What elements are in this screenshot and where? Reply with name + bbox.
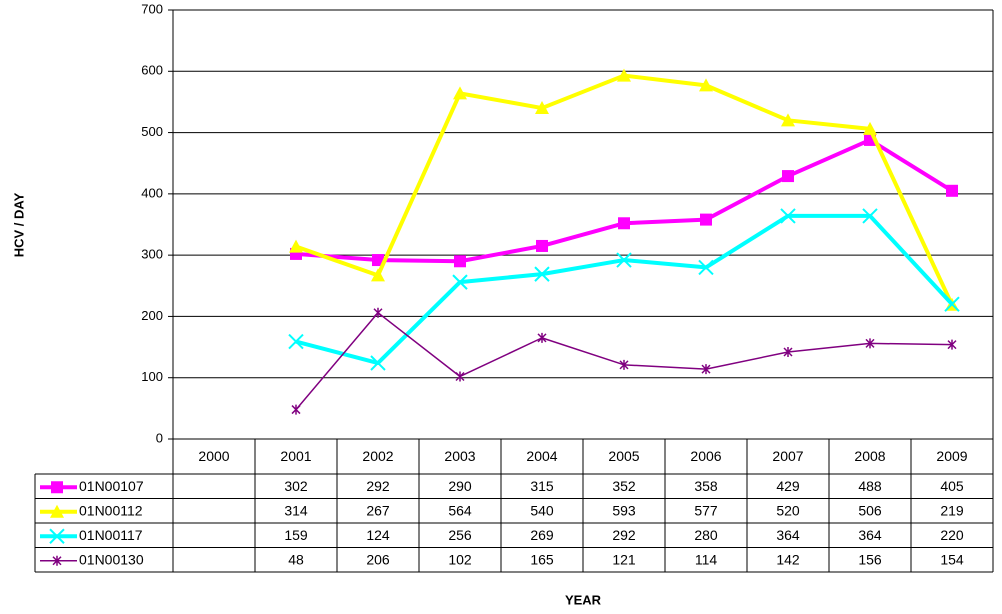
marker: [617, 68, 631, 82]
x-tick-label: 2007: [772, 448, 803, 464]
y-tick-label: 0: [156, 430, 163, 445]
table-value: 593: [612, 502, 636, 518]
marker: [865, 338, 875, 349]
marker: [616, 252, 632, 268]
table-value: 358: [694, 478, 718, 494]
table-value: 159: [284, 527, 308, 543]
y-axis-title: HCV / DAY: [11, 192, 26, 257]
marker: [455, 371, 465, 382]
table-value: 142: [776, 551, 800, 567]
marker: [52, 555, 62, 566]
marker: [51, 481, 63, 494]
x-tick-label: 2004: [526, 448, 557, 464]
marker: [946, 184, 958, 197]
y-tick-label: 400: [141, 185, 163, 200]
x-tick-label: 2006: [690, 448, 721, 464]
table-value: 564: [448, 502, 472, 518]
table-value: 405: [940, 478, 964, 494]
table-value: 154: [940, 551, 964, 567]
marker: [699, 78, 713, 92]
marker: [947, 339, 957, 350]
marker: [780, 208, 796, 224]
marker: [782, 170, 794, 183]
table-value: 269: [530, 527, 554, 543]
marker: [783, 346, 793, 357]
table-value: 165: [530, 551, 554, 567]
marker: [370, 355, 386, 371]
series-line: [295, 73, 954, 306]
marker: [537, 332, 547, 343]
marker: [536, 239, 548, 252]
table-value: 364: [858, 527, 882, 543]
table-value: 102: [448, 551, 472, 567]
table-value: 520: [776, 502, 800, 518]
x-tick-label: 2001: [280, 448, 311, 464]
x-tick-label: 2008: [854, 448, 885, 464]
y-tick-label: 600: [141, 63, 163, 78]
table-value: 219: [940, 502, 964, 518]
marker: [944, 296, 960, 312]
marker: [619, 359, 629, 370]
table-value: 121: [612, 551, 636, 567]
marker: [371, 268, 385, 282]
marker: [373, 307, 383, 318]
marker: [700, 213, 712, 226]
legend-label: 01N00117: [79, 527, 143, 543]
y-tick-label: 200: [141, 308, 163, 323]
table-value: 506: [858, 502, 882, 518]
table-value: 429: [776, 478, 800, 494]
y-tick-label: 700: [141, 1, 163, 16]
marker: [372, 254, 384, 267]
legend-label: 01N00130: [79, 551, 144, 567]
table-value: 292: [366, 478, 390, 494]
marker: [50, 504, 64, 518]
marker: [534, 266, 550, 282]
marker: [701, 364, 711, 375]
table-value: 540: [530, 502, 554, 518]
y-tick-label: 300: [141, 247, 163, 262]
table-value: 156: [858, 551, 882, 567]
table-value: 206: [366, 551, 390, 567]
table-value: 124: [366, 527, 390, 543]
x-tick-label: 2009: [936, 448, 967, 464]
marker: [862, 208, 878, 224]
table-value: 315: [530, 478, 554, 494]
x-tick-label: 2002: [362, 448, 393, 464]
table-value: 220: [940, 527, 964, 543]
table-value: 302: [284, 478, 308, 494]
table-value: 256: [448, 527, 472, 543]
x-tick-label: 2000: [198, 448, 229, 464]
marker: [781, 113, 795, 127]
marker: [291, 404, 301, 415]
x-tick-label: 2005: [608, 448, 639, 464]
x-axis-title: YEAR: [565, 592, 602, 607]
x-tick-label: 2003: [444, 448, 475, 464]
marker: [863, 121, 877, 135]
table-value: 267: [366, 502, 390, 518]
y-tick-label: 500: [141, 124, 163, 139]
marker: [454, 255, 466, 268]
marker: [288, 333, 304, 350]
table-value: 314: [284, 502, 308, 518]
table-value: 488: [858, 478, 882, 494]
marker: [289, 239, 303, 253]
marker: [452, 274, 468, 290]
table-value: 577: [694, 502, 718, 518]
y-tick-label: 100: [141, 369, 163, 384]
table-value: 48: [288, 551, 304, 567]
table-value: 290: [448, 478, 472, 494]
table-value: 352: [612, 478, 636, 494]
table-value: 280: [694, 527, 718, 543]
legend-label: 01N00107: [79, 478, 144, 494]
table-value: 114: [695, 551, 718, 567]
legend-label: 01N00112: [79, 502, 143, 518]
marker: [618, 217, 630, 230]
marker: [535, 101, 549, 115]
marker: [49, 528, 65, 544]
table-value: 292: [612, 527, 636, 543]
marker: [453, 86, 467, 100]
marker: [698, 259, 714, 276]
table-value: 364: [776, 527, 800, 543]
